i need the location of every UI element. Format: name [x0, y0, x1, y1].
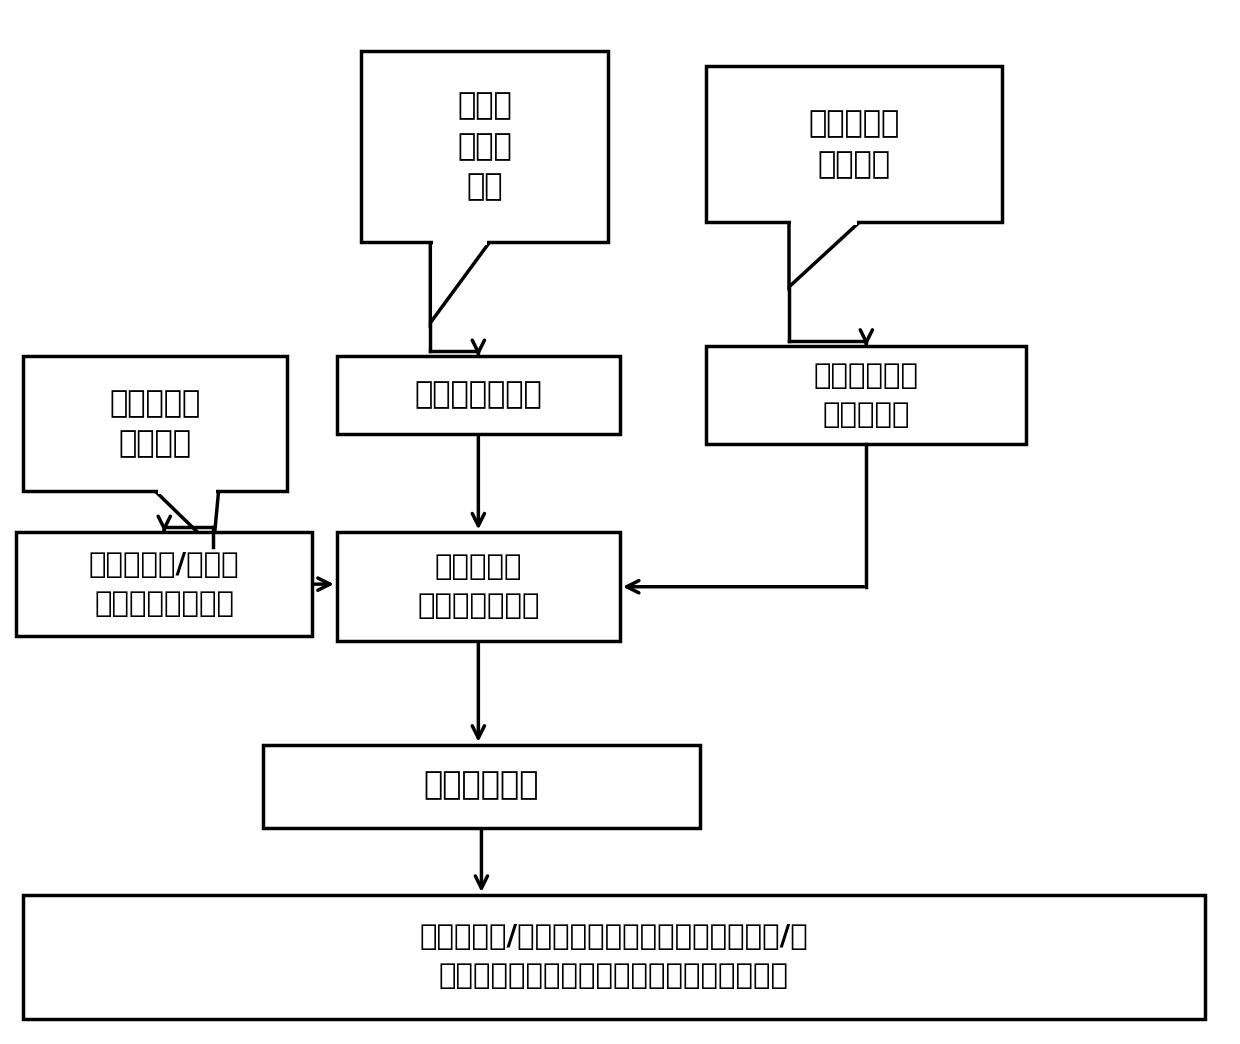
Text: 提取运载器/火箭界
面时域加速度数据: 提取运载器/火箭界 面时域加速度数据: [89, 550, 239, 618]
Text: 根据研
制进展
更新: 根据研 制进展 更新: [458, 92, 512, 201]
Text: 一定研制阶
段内固定: 一定研制阶 段内固定: [808, 110, 900, 179]
Bar: [707, 346, 1027, 445]
Polygon shape: [155, 491, 218, 547]
Text: 运载器物理模型: 运载器物理模型: [414, 381, 542, 409]
Bar: [22, 895, 1205, 1019]
Bar: [22, 356, 288, 491]
Bar: [157, 485, 216, 494]
Bar: [337, 356, 620, 434]
Polygon shape: [430, 242, 490, 323]
Bar: [16, 532, 312, 636]
Bar: [707, 67, 1002, 221]
Polygon shape: [789, 221, 859, 287]
Text: 组合体物理
模型（更新后）: 组合体物理 模型（更新后）: [417, 553, 539, 620]
Text: 有效载荷物理
或数学模型: 有效载荷物理 或数学模型: [813, 361, 919, 429]
Text: 瞬态响应分析: 瞬态响应分析: [424, 770, 539, 802]
Bar: [263, 744, 701, 828]
Text: 提取运载器/有效载荷界面、运载器内部节点线/角
加速度、速度、位移及两组单元间的力、力矩: 提取运载器/有效载荷界面、运载器内部节点线/角 加速度、速度、位移及两组单元间的…: [419, 924, 808, 991]
Bar: [791, 216, 858, 224]
Bar: [433, 237, 487, 245]
Bar: [361, 51, 608, 242]
Text: 一定研制阶
段内固定: 一定研制阶 段内固定: [109, 388, 201, 458]
Bar: [337, 532, 620, 641]
